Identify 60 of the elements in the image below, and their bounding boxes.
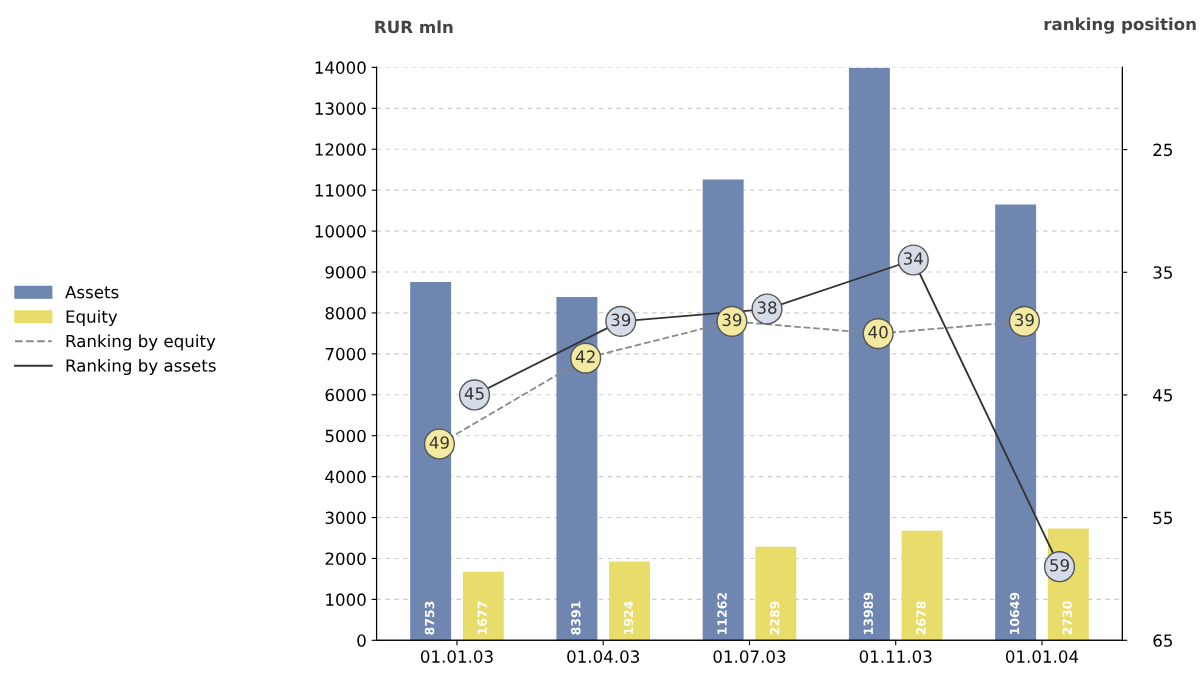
- y-tick-label: 11000: [315, 184, 366, 197]
- bar: [556, 296, 598, 641]
- bar: [609, 561, 651, 641]
- data-label: 8753: [424, 601, 435, 635]
- data-label: 2678: [916, 601, 926, 635]
- data-label: 34: [903, 252, 923, 265]
- legend-label: Ranking by assets: [66, 358, 216, 376]
- data-label: 39: [611, 313, 631, 327]
- y-tick-label: 12000: [315, 143, 366, 156]
- x-tick-label: 01.01.04: [1005, 650, 1079, 663]
- y-tick-label: 14000: [315, 61, 366, 74]
- data-label: 2730: [1062, 601, 1072, 635]
- y-tick-label: 8000: [325, 306, 366, 320]
- data-label: 10649: [1009, 592, 1020, 634]
- y2-axis-title: ranking position: [1044, 17, 1196, 34]
- data-label: 2289: [769, 601, 780, 635]
- data-label: 42: [575, 350, 595, 363]
- y2-tick-label: 45: [1153, 389, 1173, 402]
- bar: [462, 571, 504, 641]
- data-label: 8391: [571, 601, 581, 635]
- data-label: 11262: [717, 592, 727, 634]
- y-tick-label: 4000: [325, 470, 366, 484]
- bar: [410, 282, 452, 641]
- data-label: 39: [1015, 313, 1034, 327]
- data-label: 1677: [477, 601, 487, 634]
- data-label: 59: [1050, 558, 1069, 572]
- data-label: 39: [722, 313, 742, 327]
- data-label: 1924: [623, 601, 634, 634]
- data-label: 38: [757, 301, 777, 314]
- y2-tick-label: 35: [1153, 266, 1173, 279]
- y2-tick-label: 55: [1153, 511, 1173, 525]
- data-label: 13989: [863, 592, 874, 634]
- legend-label: Ranking by equity: [66, 334, 216, 351]
- y-tick-label: 10000: [315, 225, 366, 238]
- x-tick-label: 01.11.03: [859, 650, 932, 663]
- y-tick-label: 9000: [325, 265, 366, 279]
- y2-tick-label: 65: [1153, 634, 1173, 647]
- bar: [901, 530, 943, 641]
- data-label: 45: [464, 387, 484, 400]
- x-tick-label: 01.04.03: [567, 650, 639, 663]
- bar: [995, 204, 1037, 641]
- legend-label: Assets: [65, 286, 119, 299]
- bar: [755, 546, 797, 641]
- bar: [702, 179, 744, 641]
- y-tick-label: 3000: [325, 511, 366, 525]
- bar: [848, 67, 890, 641]
- y-tick-label: 7000: [325, 347, 366, 361]
- data-label: 49: [429, 436, 449, 449]
- legend-label: Equity: [66, 309, 118, 327]
- y-axis-title: RUR mln: [375, 20, 453, 34]
- y-tick-label: 2000: [325, 552, 366, 566]
- y-tick-label: 13000: [315, 102, 366, 115]
- y-tick-label: 1000: [326, 593, 366, 606]
- y-tick-label: 5000: [325, 429, 366, 443]
- y-tick-label: 0: [357, 634, 366, 647]
- data-label: 40: [868, 325, 888, 339]
- y2-tick-label: 25: [1153, 143, 1173, 157]
- x-tick-label: 01.07.03: [713, 650, 786, 663]
- x-tick-label: 01.01.03: [420, 650, 493, 663]
- y-tick-label: 6000: [325, 388, 366, 402]
